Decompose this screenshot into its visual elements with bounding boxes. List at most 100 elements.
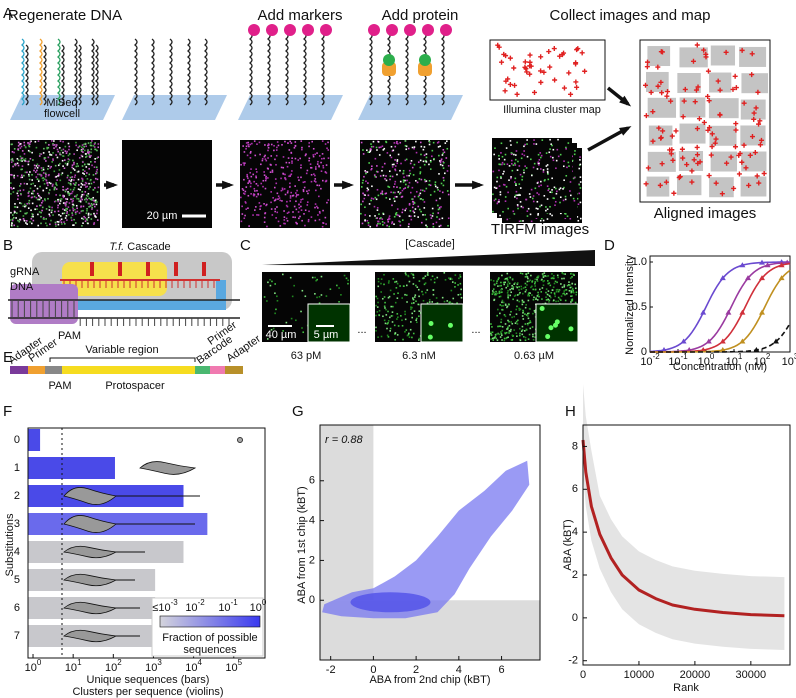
speckle xyxy=(501,291,503,293)
speckle xyxy=(506,305,509,308)
speckle xyxy=(25,160,27,163)
speckle xyxy=(286,200,288,203)
speckle xyxy=(385,314,388,316)
tile xyxy=(739,46,767,67)
speckle xyxy=(521,178,523,181)
speckle xyxy=(294,185,296,187)
violin xyxy=(63,601,118,615)
speckle xyxy=(539,152,542,154)
speckle xyxy=(85,175,87,177)
speckle xyxy=(285,161,288,164)
speckle xyxy=(97,143,100,145)
speckle xyxy=(72,209,75,212)
speckle xyxy=(247,177,249,180)
cluster xyxy=(693,87,699,93)
speckle xyxy=(367,182,369,184)
speckle xyxy=(514,158,517,161)
speckle xyxy=(401,211,404,214)
speckle xyxy=(278,197,281,199)
speckle xyxy=(496,202,499,205)
data-triangle xyxy=(764,262,771,268)
speckle xyxy=(58,174,60,177)
speckle xyxy=(527,317,530,320)
speckle xyxy=(429,168,432,170)
speckle xyxy=(579,163,582,166)
speckle xyxy=(375,304,377,307)
speckle xyxy=(504,304,507,306)
speckle xyxy=(375,176,377,178)
speckle xyxy=(93,146,96,148)
speckle xyxy=(501,339,503,341)
speckle xyxy=(375,326,377,329)
speckle xyxy=(511,169,514,172)
speckle xyxy=(19,189,22,192)
speckle xyxy=(409,328,412,331)
speckle xyxy=(29,187,32,190)
speckle xyxy=(68,192,71,195)
spot xyxy=(548,325,554,331)
speckle xyxy=(88,167,90,170)
speckle xyxy=(27,192,30,194)
speckle xyxy=(50,154,53,156)
x-tick-label: 0 xyxy=(370,664,376,676)
speckle xyxy=(393,215,396,218)
speckle xyxy=(392,191,395,194)
y-tick-label: 2 xyxy=(309,554,315,566)
speckle xyxy=(507,281,510,283)
speckle xyxy=(94,215,96,217)
speckle xyxy=(70,192,73,195)
cluster xyxy=(523,66,529,72)
speckle xyxy=(362,179,364,182)
speckle xyxy=(265,204,267,207)
speckle xyxy=(59,140,62,142)
speckle xyxy=(313,173,315,175)
speckle xyxy=(521,303,524,306)
speckle xyxy=(270,328,273,331)
tick-label: 102 xyxy=(754,352,771,368)
speckle xyxy=(545,152,548,154)
speckle xyxy=(72,188,75,191)
speckle xyxy=(64,217,67,219)
speckle xyxy=(75,144,77,147)
dna-strand xyxy=(133,38,138,106)
speckle xyxy=(288,175,290,178)
speckle xyxy=(548,282,551,284)
speckle xyxy=(534,187,537,190)
speckle xyxy=(429,194,432,196)
speckle xyxy=(19,185,21,187)
speckle xyxy=(298,179,300,181)
speckle xyxy=(48,144,50,146)
speckle xyxy=(510,291,512,294)
speckle xyxy=(378,213,380,215)
speckle xyxy=(70,183,72,186)
speckle xyxy=(80,154,83,157)
speckle xyxy=(526,276,529,278)
tick-base: 10 xyxy=(726,356,738,368)
speckle xyxy=(568,281,570,283)
speckle xyxy=(68,202,71,204)
speckle xyxy=(94,199,97,202)
tick-label: 10-2 xyxy=(640,352,660,368)
speckle xyxy=(525,273,527,275)
speckle xyxy=(516,286,519,289)
speckle xyxy=(546,208,549,211)
speckle xyxy=(557,155,560,158)
speckle xyxy=(72,197,75,200)
speckle xyxy=(415,140,417,143)
speckle xyxy=(390,305,393,308)
speckle xyxy=(500,177,502,179)
speckle xyxy=(552,156,554,159)
speckle xyxy=(502,304,505,307)
pam-label: PAM xyxy=(58,330,81,342)
speckle xyxy=(85,166,88,168)
speckle xyxy=(286,191,289,194)
speckle xyxy=(542,171,545,173)
speckle xyxy=(531,174,533,177)
speckle xyxy=(10,158,13,161)
speckle xyxy=(408,204,411,206)
speckle xyxy=(369,225,372,228)
speckle xyxy=(264,154,266,157)
speckle xyxy=(57,210,60,213)
speckle xyxy=(364,194,366,196)
speckle xyxy=(502,183,505,186)
